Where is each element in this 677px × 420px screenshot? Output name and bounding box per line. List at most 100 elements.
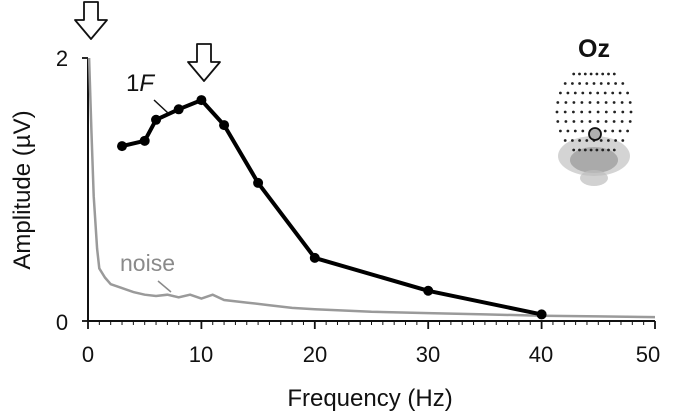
electrode-dot bbox=[578, 139, 581, 142]
noise-label-leader bbox=[157, 280, 172, 293]
electrode-dot bbox=[603, 91, 607, 95]
electrode-dot bbox=[607, 148, 610, 152]
head-shadow-tail bbox=[580, 170, 608, 186]
1f-point-10hz bbox=[196, 95, 207, 106]
x-tick-label-40: 40 bbox=[529, 342, 553, 367]
head-shadow-core bbox=[570, 147, 618, 173]
noise-series-line bbox=[87, 57, 656, 319]
1f-point-15hz bbox=[253, 177, 264, 188]
electrode-dot bbox=[620, 120, 624, 123]
electrode-dot bbox=[612, 120, 616, 123]
electrode-dot bbox=[588, 91, 592, 95]
y-tick-label-2: 2 bbox=[56, 46, 68, 71]
electrode-dot bbox=[621, 110, 625, 114]
electrode-dot bbox=[612, 72, 616, 76]
electrode-dot bbox=[596, 101, 600, 104]
electrode-dots bbox=[555, 72, 633, 152]
electrode-dot bbox=[607, 72, 610, 76]
electrode-dot bbox=[612, 101, 616, 104]
electrode-dot bbox=[601, 148, 605, 152]
1f-point-3hz bbox=[117, 141, 128, 152]
y-tick-label-0: 0 bbox=[56, 310, 68, 335]
electrode-dot bbox=[583, 72, 587, 76]
x-tick-label-10: 10 bbox=[189, 342, 213, 367]
electrode-dot bbox=[596, 110, 600, 114]
electrode-dot bbox=[572, 101, 576, 104]
x-tick-label-0: 0 bbox=[82, 342, 94, 367]
1f-label-leader bbox=[153, 99, 169, 114]
electrode-dot bbox=[618, 91, 622, 95]
electrode-dot bbox=[604, 120, 608, 123]
electrode-dot bbox=[628, 120, 632, 123]
electrode-dot bbox=[607, 82, 610, 85]
electrode-dot bbox=[588, 110, 592, 114]
electrode-dot bbox=[559, 129, 562, 133]
electrode-dot bbox=[573, 91, 577, 95]
1f-label-italic: F bbox=[139, 70, 155, 97]
head-electrode-map bbox=[555, 72, 633, 186]
electrode-dot bbox=[592, 82, 596, 85]
electrode-dot bbox=[564, 101, 568, 104]
electrode-dot bbox=[595, 148, 599, 152]
electrode-dot bbox=[596, 91, 600, 95]
electrode-dot bbox=[580, 101, 584, 104]
electrode-dot bbox=[563, 110, 567, 114]
electrode-dot bbox=[566, 91, 570, 95]
electrode-dot bbox=[629, 110, 633, 114]
1f-label-prefix: 1 bbox=[126, 70, 139, 97]
electrode-dot bbox=[613, 110, 616, 114]
electrode-dot bbox=[618, 129, 622, 133]
electrode-dot bbox=[628, 101, 632, 104]
electrode-dot bbox=[614, 82, 617, 85]
y-axis-title: Amplitude (µV) bbox=[9, 110, 36, 269]
electrode-dot bbox=[580, 110, 584, 114]
electrode-dot bbox=[621, 82, 625, 85]
down-arrow-icon-0hz bbox=[74, 1, 108, 40]
electrode-dot bbox=[595, 72, 599, 76]
electrode-dot bbox=[603, 129, 607, 133]
electrode-dot bbox=[599, 82, 603, 85]
electrode-dot bbox=[578, 148, 581, 152]
electrode-dot bbox=[571, 82, 574, 85]
electrode-dot bbox=[572, 72, 576, 76]
1f-series-points bbox=[117, 95, 547, 320]
x-axis-title: Frequency (Hz) bbox=[287, 385, 452, 412]
electrode-dot bbox=[580, 120, 584, 123]
electrode-dot bbox=[588, 101, 592, 104]
down-arrow-icon-10hz bbox=[187, 43, 221, 82]
1f-point-6hz bbox=[151, 114, 162, 125]
electrode-dot bbox=[572, 148, 576, 152]
electrode-dot bbox=[601, 72, 605, 76]
electrode-label: Oz bbox=[578, 35, 610, 63]
electrode-dot bbox=[556, 101, 560, 104]
noise-series-label: noise bbox=[120, 250, 175, 276]
electrode-dot bbox=[564, 120, 568, 123]
1f-point-20hz bbox=[309, 252, 320, 263]
x-tick-label-50: 50 bbox=[636, 342, 660, 367]
electrode-dot bbox=[599, 139, 603, 142]
1f-point-5hz bbox=[139, 135, 150, 146]
electrode-dot bbox=[620, 101, 624, 104]
1f-series-line bbox=[121, 98, 543, 317]
electrode-dot bbox=[572, 110, 575, 114]
electrode-dot bbox=[563, 139, 567, 142]
electrode-dot bbox=[614, 139, 617, 142]
electrode-dot bbox=[604, 110, 608, 114]
electrode-dot bbox=[626, 91, 629, 95]
x-tick-label-20: 20 bbox=[303, 342, 327, 367]
electrode-dot bbox=[578, 72, 581, 76]
1f-point-8hz bbox=[173, 104, 184, 115]
electrode-dot bbox=[578, 82, 581, 85]
electrode-dot bbox=[589, 148, 593, 152]
x-axis-ticks bbox=[82, 57, 656, 329]
oz-electrode-marker bbox=[588, 127, 602, 141]
electrode-dot bbox=[596, 120, 600, 123]
electrode-dot bbox=[611, 129, 615, 133]
electrode-dot bbox=[626, 129, 629, 133]
electrode-dot bbox=[583, 148, 587, 152]
1f-series-label: 1F bbox=[126, 70, 155, 97]
electrode-dot bbox=[589, 72, 593, 76]
electrode-dot bbox=[572, 120, 576, 123]
electrode-dot bbox=[556, 120, 560, 123]
